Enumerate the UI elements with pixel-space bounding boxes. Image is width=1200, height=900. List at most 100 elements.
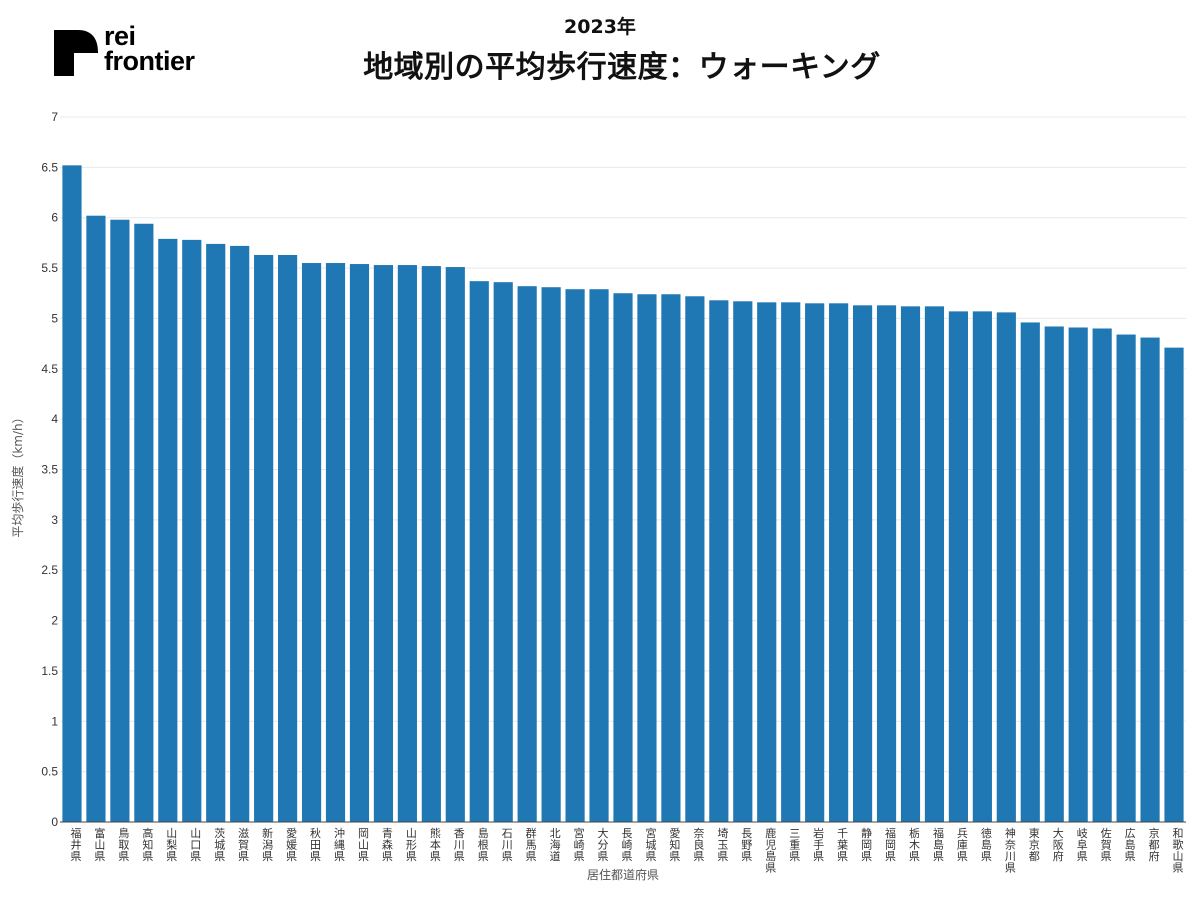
x-tick-label: 秋田県 (310, 826, 321, 863)
bar (829, 303, 849, 823)
bar (301, 263, 322, 822)
x-tick-label: 福岡県 (885, 826, 896, 863)
bar (62, 165, 82, 823)
x-tick-label: 山形県 (406, 827, 417, 863)
x-tick-label: 長野県 (741, 827, 752, 863)
x-tick-label: 沖縄県 (334, 827, 345, 863)
bar (709, 300, 729, 822)
x-tick-label: 高知県 (142, 826, 153, 863)
y-tick-label: 7 (51, 110, 58, 124)
x-tick-label: 茨城県 (214, 826, 225, 863)
bar (805, 303, 825, 823)
bar (134, 223, 154, 822)
x-tick-label: 奈良県 (693, 826, 704, 863)
logo-wordmark: rei frontier (104, 21, 195, 75)
y-tick-label: 4 (51, 412, 58, 426)
x-tick-label: 青森県 (382, 827, 393, 863)
bar (1044, 326, 1064, 822)
bar (254, 254, 274, 822)
x-tick-label: 新潟県 (262, 826, 273, 863)
logo-line-1: rei (104, 21, 136, 51)
bar (757, 302, 777, 822)
x-tick-label: 愛媛県 (286, 827, 297, 863)
bar (206, 243, 226, 822)
x-tick-label: 大阪府 (1053, 826, 1064, 863)
bar (1116, 334, 1136, 822)
x-tick-label: 和歌山県 (1173, 827, 1184, 875)
x-tick-label: 埼玉県 (717, 826, 728, 863)
x-axis-ticks: 福井県 富山県 鳥取県 高知県 山梨県 山口県 茨城県 滋賀県 新潟県 愛媛県 秋田県 沖縄県 岡山県 青… (70, 826, 1183, 875)
y-tick-label: 6.5 (41, 160, 58, 174)
bar (661, 294, 681, 822)
bar (996, 312, 1016, 822)
bar (397, 265, 417, 822)
chart-subtitle: 2023年 (564, 16, 636, 38)
x-tick-label: 佐賀県 (1101, 826, 1112, 863)
bar (230, 245, 250, 822)
x-tick-label: 鹿児島県 (765, 826, 776, 875)
x-tick-label: 山口県 (190, 827, 201, 863)
bar (469, 281, 489, 822)
bar (637, 294, 657, 822)
bar (1164, 347, 1184, 822)
x-tick-label: 東京都 (1029, 827, 1040, 863)
y-tick-label: 3 (51, 513, 58, 527)
x-tick-label: 富山県 (94, 826, 105, 863)
bar (876, 305, 897, 823)
bars (62, 165, 1184, 823)
y-axis-label: 平均歩行速度（km/h） (10, 411, 25, 537)
x-tick-label: 大分県 (598, 826, 609, 863)
y-tick-label: 3.5 (41, 463, 58, 477)
bar (373, 265, 394, 822)
logo-mark-icon (54, 30, 98, 76)
x-tick-label: 群馬県 (526, 826, 537, 863)
bar (1068, 327, 1088, 822)
bar (852, 305, 873, 823)
y-axis-ticks: 0 0.5 1 1.5 2 2.5 3 3.5 4 4.5 5 5.5 6 6.5 7 (41, 110, 58, 829)
x-tick-label: 福島県 (933, 826, 944, 863)
y-tick-label: 1.5 (41, 664, 58, 678)
brand-logo: rei frontier (54, 21, 224, 80)
y-tick-label: 5 (51, 311, 58, 325)
y-tick-label: 2 (51, 614, 58, 628)
bar (1140, 337, 1160, 822)
x-tick-label: 京都府 (1149, 826, 1160, 863)
bar (972, 311, 992, 822)
x-tick-label: 島根県 (478, 826, 489, 863)
x-tick-label: 岐阜県 (1077, 827, 1088, 863)
x-tick-label: 兵庫県 (957, 827, 968, 863)
x-tick-label: 福井県 (70, 826, 81, 863)
x-tick-label: 千葉県 (837, 827, 848, 863)
x-tick-label: 宮城県 (645, 826, 656, 863)
chart-title: 地域別の平均歩行速度：ウォーキング (363, 50, 881, 85)
bar (781, 302, 801, 822)
bar (278, 254, 298, 822)
bar (493, 282, 513, 823)
bar (325, 263, 346, 822)
bar (685, 296, 705, 822)
y-tick-label: 5.5 (41, 261, 58, 275)
bar (924, 306, 945, 822)
x-tick-label: 滋賀県 (238, 827, 249, 863)
bar (565, 289, 585, 822)
y-tick-label: 6 (51, 211, 58, 225)
x-tick-label: 岩手県 (813, 826, 824, 863)
bar (445, 267, 465, 822)
bar (110, 219, 130, 822)
y-tick-label: 0 (51, 815, 58, 829)
x-tick-label: 徳島県 (981, 827, 992, 863)
bar (1092, 328, 1112, 822)
x-tick-label: 北海道 (550, 827, 561, 863)
x-tick-label: 静岡県 (861, 826, 872, 863)
x-tick-label: 広島県 (1125, 827, 1136, 863)
x-tick-label: 長崎県 (622, 827, 633, 863)
bar (733, 301, 753, 822)
bar (1020, 322, 1040, 822)
x-tick-label: 愛知県 (669, 827, 680, 863)
x-tick-label: 神奈川県 (1005, 826, 1016, 875)
x-tick-label: 三重県 (789, 827, 800, 863)
x-tick-label: 香川県 (454, 827, 465, 863)
x-axis-label: 居住都道府県 (587, 867, 659, 882)
bar (182, 239, 202, 822)
